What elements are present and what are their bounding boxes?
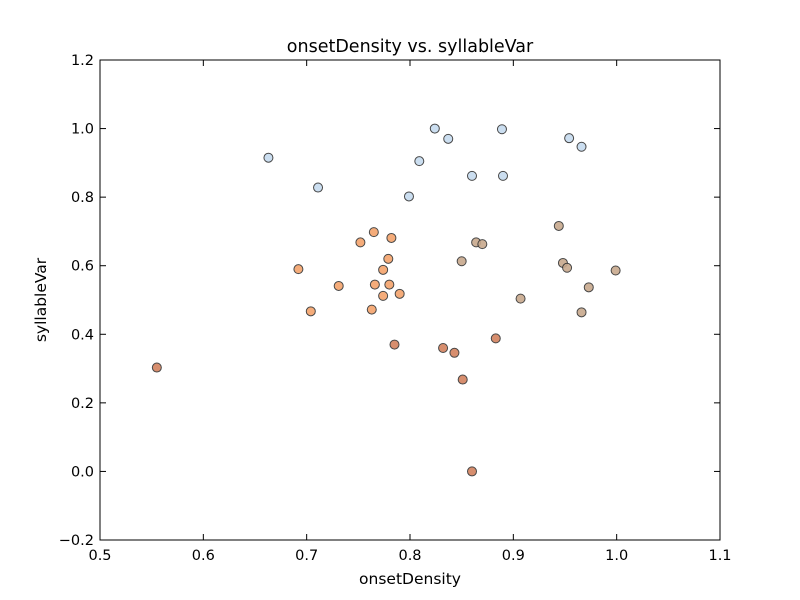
- data-point: [378, 264, 389, 275]
- data-point: [394, 288, 405, 299]
- data-point: [498, 170, 508, 181]
- y-tick-label: 0.4: [71, 327, 94, 343]
- data-point: [564, 133, 575, 144]
- data-point: [467, 170, 477, 181]
- x-axis-label: onsetDensity: [359, 570, 461, 588]
- data-point: [496, 124, 507, 135]
- data-point: [378, 290, 389, 301]
- data-point: [610, 265, 621, 276]
- points-layer: [151, 123, 621, 477]
- y-tick-label: 0.8: [71, 190, 94, 206]
- data-point: [293, 264, 304, 275]
- data-point: [313, 182, 324, 193]
- data-point: [389, 339, 400, 350]
- data-point: [386, 232, 397, 243]
- data-point: [467, 466, 477, 477]
- x-tick-label: 0.5: [88, 548, 111, 564]
- data-point: [305, 306, 316, 317]
- data-point: [368, 227, 379, 238]
- data-point: [456, 256, 467, 267]
- data-point: [457, 374, 468, 385]
- x-tick-label: 0.8: [398, 548, 421, 564]
- data-point: [369, 279, 380, 290]
- data-point: [576, 141, 587, 152]
- x-tick-label: 0.7: [295, 548, 318, 564]
- data-point: [515, 293, 526, 304]
- y-tick-label: 0.6: [71, 259, 94, 275]
- data-point: [438, 343, 449, 353]
- x-tick-label: 0.9: [502, 548, 525, 564]
- chart-title: onsetDensity vs. syllableVar: [287, 37, 534, 57]
- y-tick-label: 0.2: [71, 396, 94, 412]
- data-point: [366, 304, 377, 315]
- data-point: [477, 239, 488, 250]
- x-tick-label: 0.6: [192, 548, 215, 564]
- data-point: [333, 280, 344, 291]
- data-point: [263, 152, 274, 163]
- x-tick-label: 1.1: [708, 548, 731, 564]
- y-tick-label: 1.0: [71, 122, 94, 138]
- data-point: [383, 253, 394, 264]
- data-point: [403, 191, 414, 202]
- data-point: [414, 156, 425, 167]
- y-axis-label: syllableVar: [32, 257, 50, 342]
- data-point: [355, 237, 366, 248]
- data-point: [490, 333, 501, 344]
- data-point: [151, 362, 162, 373]
- data-point: [553, 220, 564, 231]
- data-point: [429, 123, 440, 134]
- data-point: [384, 279, 395, 290]
- y-tick-label: −0.2: [59, 533, 94, 549]
- x-tick-label: 1.0: [605, 548, 628, 564]
- y-tick-label: 1.2: [71, 53, 94, 69]
- data-point: [576, 307, 587, 318]
- ticks-layer: 0.5 0.6 0.7 0.8 0.9 1.0 1.1 −0.2 0.0 0.2 0.4 0.6 0.8…: [59, 53, 732, 564]
- data-point: [449, 347, 460, 358]
- data-point: [562, 262, 573, 273]
- data-point: [583, 282, 594, 293]
- data-point: [443, 133, 454, 144]
- y-tick-label: 0.0: [71, 464, 94, 480]
